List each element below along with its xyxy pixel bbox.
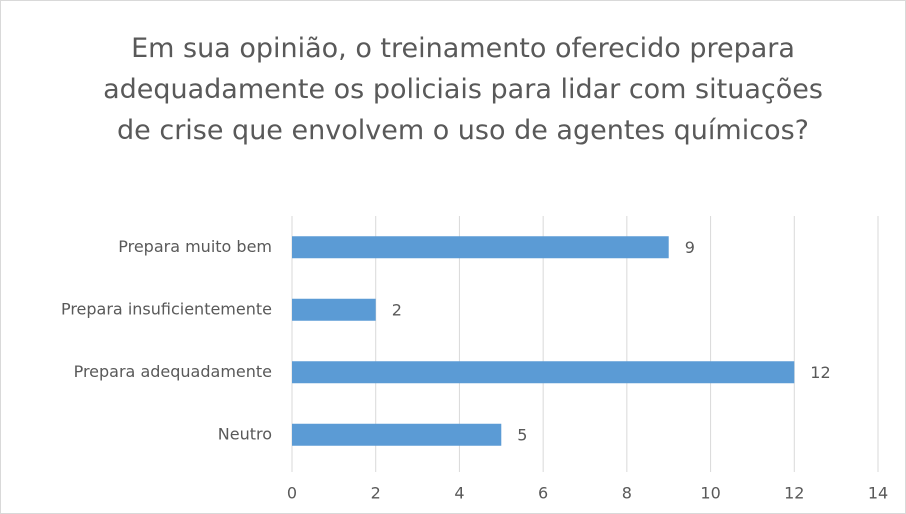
- data-label: 12: [810, 363, 830, 382]
- y-tick-label: Prepara muito bem: [118, 237, 272, 256]
- bar: [292, 236, 669, 259]
- y-tick-label: Neutro: [218, 424, 272, 443]
- data-label: 5: [517, 425, 527, 444]
- x-tick-label: 4: [454, 484, 464, 503]
- bar: [292, 298, 376, 321]
- bar: [292, 423, 502, 446]
- x-tick-label: 8: [622, 484, 632, 503]
- x-tick-label: 10: [700, 484, 720, 503]
- y-tick-label: Prepara adequadamente: [74, 362, 272, 381]
- y-tick-label: Prepara insuficientemente: [61, 299, 272, 318]
- data-label: 9: [685, 238, 695, 257]
- bar: [292, 361, 795, 384]
- chart-title: Em sua opinião, o treinamento oferecido …: [103, 33, 823, 146]
- x-tick-label: 6: [538, 484, 548, 503]
- x-tick-label: 12: [784, 484, 804, 503]
- x-tick-label: 0: [287, 484, 297, 503]
- data-label: 2: [392, 300, 402, 319]
- x-tick-label: 14: [868, 484, 888, 503]
- x-tick-label: 2: [371, 484, 381, 503]
